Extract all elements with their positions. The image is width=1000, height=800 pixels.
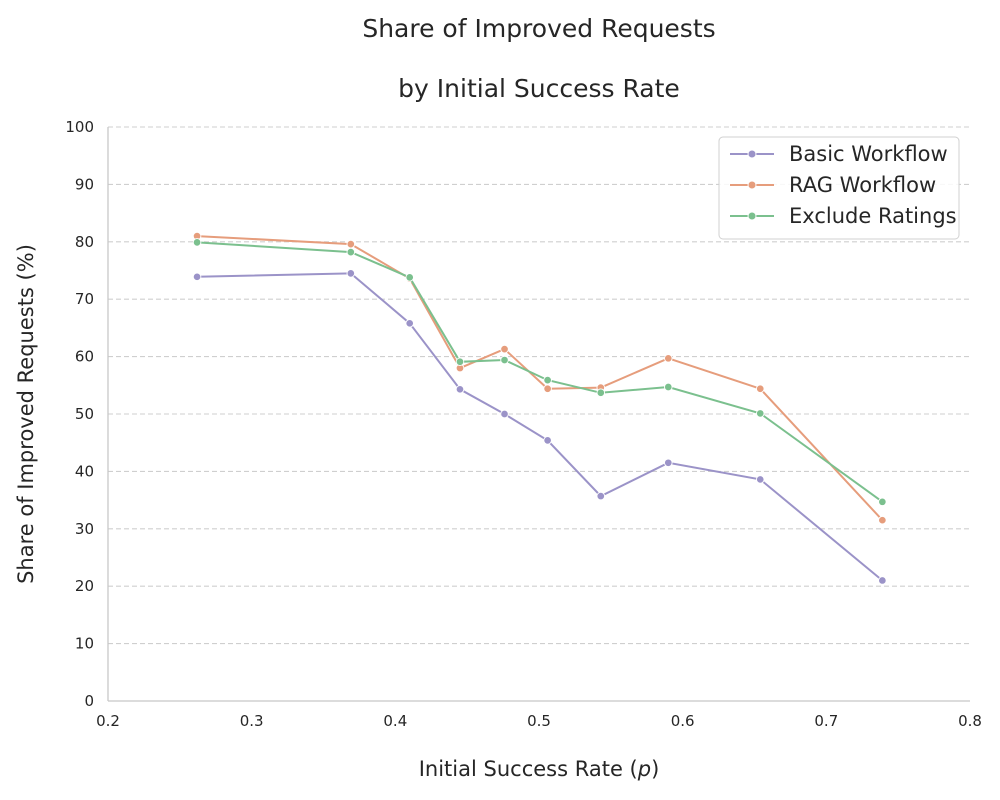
data-point	[500, 344, 509, 354]
data-point	[192, 272, 202, 282]
y-tick-label: 50	[75, 405, 94, 423]
chart-title: Share of Improved Requests	[362, 14, 715, 43]
data-point	[543, 436, 552, 445]
data-point	[500, 409, 509, 419]
data-point	[346, 269, 356, 278]
data-point	[664, 354, 673, 363]
x-tick-label: 0.8	[958, 712, 982, 730]
y-tick-label: 20	[75, 577, 94, 595]
legend-item: RAG Workflow	[730, 173, 936, 197]
series-rag-workflow	[192, 231, 887, 525]
y-tick-label: 40	[75, 462, 94, 480]
legend-label: Exclude Ratings	[789, 204, 957, 228]
y-tick-label: 60	[75, 348, 94, 366]
x-tick-label: 0.5	[527, 712, 551, 730]
y-ticks: 0 10 20 30 40 50 60 70 80 90 100	[65, 118, 94, 710]
data-point	[878, 576, 887, 585]
legend-swatch-marker	[747, 149, 757, 159]
y-tick-label: 80	[75, 233, 94, 251]
y-axis-label: Share of Improved Requests (%)	[14, 244, 38, 584]
data-point	[543, 384, 552, 393]
series-exclude-ratings	[192, 238, 887, 507]
legend-item: Exclude Ratings	[730, 204, 957, 228]
data-point	[664, 382, 673, 392]
data-point	[192, 238, 202, 247]
x-axis-label: Initial Success Rate (p)	[419, 757, 660, 781]
y-tick-label: 30	[75, 520, 94, 538]
data-point	[755, 409, 765, 418]
legend-box	[718, 136, 960, 240]
chart-subtitle: by Initial Success Rate	[398, 74, 680, 103]
x-tick-label: 0.3	[240, 712, 264, 730]
data-point	[405, 273, 414, 282]
x-ticks: 0.2 0.3 0.4 0.5 0.6 0.7 0.8	[96, 712, 982, 730]
data-point	[543, 375, 552, 385]
legend: Basic Workflow RAG Workflow Exclude Rating…	[718, 136, 960, 240]
data-point	[346, 247, 356, 257]
legend-item: Basic Workflow	[730, 142, 948, 166]
legend-swatch-marker	[747, 180, 757, 190]
series-basic-workflow	[192, 269, 887, 585]
axes	[107, 127, 970, 702]
legend-label: Basic Workflow	[789, 142, 948, 166]
data-point	[500, 355, 509, 365]
y-tick-label: 70	[75, 290, 94, 308]
data-point	[596, 388, 606, 398]
data-point	[664, 458, 673, 468]
data-point	[455, 357, 465, 367]
data-point	[878, 497, 887, 507]
data-point	[878, 515, 887, 525]
series-layer	[192, 231, 887, 585]
x-tick-label: 0.4	[383, 712, 407, 730]
x-tick-label: 0.7	[814, 712, 838, 730]
data-point	[755, 384, 765, 393]
data-point	[596, 491, 606, 501]
data-point	[755, 475, 765, 484]
data-point	[405, 319, 414, 328]
y-tick-label: 0	[84, 692, 94, 710]
legend-label: RAG Workflow	[789, 173, 936, 197]
series-line	[197, 235, 884, 521]
series-line	[197, 272, 884, 582]
x-tick-label: 0.6	[671, 712, 695, 730]
data-point	[455, 385, 465, 394]
y-tick-label: 90	[75, 175, 94, 193]
series-line	[197, 241, 883, 503]
data-point	[346, 239, 356, 249]
x-tick-label: 0.2	[96, 712, 120, 730]
y-tick-label: 100	[65, 118, 94, 136]
legend-swatch-marker	[747, 211, 757, 221]
y-tick-label: 10	[75, 635, 94, 653]
